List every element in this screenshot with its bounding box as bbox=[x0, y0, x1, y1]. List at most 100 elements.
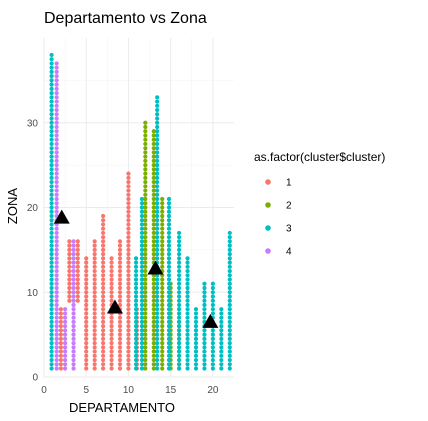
data-point bbox=[92, 328, 97, 333]
data-point bbox=[160, 328, 165, 333]
data-point bbox=[49, 273, 54, 278]
data-point bbox=[151, 171, 156, 176]
data-point bbox=[155, 175, 160, 180]
data-point bbox=[139, 319, 145, 325]
data-point bbox=[139, 328, 145, 333]
data-point bbox=[133, 357, 139, 363]
data-point bbox=[193, 311, 199, 316]
data-point bbox=[92, 264, 97, 269]
data-point bbox=[126, 290, 131, 295]
data-point bbox=[67, 260, 72, 265]
data-point bbox=[126, 273, 131, 278]
data-point bbox=[177, 328, 182, 333]
data-point bbox=[227, 324, 232, 329]
data-point bbox=[67, 290, 72, 295]
data-point bbox=[143, 332, 148, 337]
data-point bbox=[143, 192, 148, 197]
data-point bbox=[151, 353, 156, 358]
data-point bbox=[143, 362, 148, 367]
data-point bbox=[185, 353, 190, 358]
data-point bbox=[143, 285, 148, 291]
data-point bbox=[54, 163, 59, 168]
data-point bbox=[92, 243, 97, 248]
data-point bbox=[139, 218, 145, 223]
data-point bbox=[166, 332, 172, 337]
data-point bbox=[185, 362, 190, 367]
data-point bbox=[166, 336, 172, 341]
data-point bbox=[109, 260, 114, 265]
data-point bbox=[67, 273, 72, 278]
data-point bbox=[151, 256, 156, 261]
data-point bbox=[109, 319, 114, 325]
data-point bbox=[133, 332, 139, 337]
data-point bbox=[143, 239, 148, 244]
data-point bbox=[143, 209, 148, 214]
data-point bbox=[71, 341, 76, 346]
data-point bbox=[151, 277, 156, 282]
data-point bbox=[101, 311, 106, 316]
data-point bbox=[155, 345, 160, 350]
data-point bbox=[177, 366, 182, 371]
data-point bbox=[151, 281, 156, 286]
data-point bbox=[92, 256, 97, 261]
data-point bbox=[185, 298, 190, 303]
data-point bbox=[84, 256, 89, 261]
data-point bbox=[49, 112, 54, 117]
data-point bbox=[54, 65, 59, 70]
data-point bbox=[49, 319, 54, 325]
data-point bbox=[117, 285, 123, 291]
data-point bbox=[133, 273, 139, 278]
data-point bbox=[58, 353, 63, 358]
data-point bbox=[155, 179, 160, 185]
data-point bbox=[75, 247, 80, 252]
data-point bbox=[143, 146, 148, 151]
data-point bbox=[54, 366, 59, 371]
data-point bbox=[166, 319, 172, 325]
data-point bbox=[155, 112, 160, 117]
data-point bbox=[67, 239, 72, 244]
data-point bbox=[49, 256, 54, 261]
data-point bbox=[166, 268, 172, 274]
data-point bbox=[202, 311, 207, 316]
data-point bbox=[166, 273, 172, 278]
data-point bbox=[143, 243, 148, 248]
data-point bbox=[101, 247, 106, 252]
data-point bbox=[227, 252, 232, 257]
data-point bbox=[139, 230, 145, 236]
data-point bbox=[143, 188, 148, 193]
data-point bbox=[185, 256, 190, 261]
data-point bbox=[155, 366, 160, 371]
data-point bbox=[185, 290, 190, 295]
data-point bbox=[210, 302, 215, 308]
data-point bbox=[185, 311, 190, 316]
data-point bbox=[139, 302, 145, 308]
data-point bbox=[117, 298, 123, 303]
data-point bbox=[92, 294, 97, 299]
data-point bbox=[160, 362, 165, 367]
data-point bbox=[155, 298, 160, 303]
data-point bbox=[117, 290, 123, 295]
data-point bbox=[210, 281, 215, 286]
data-point bbox=[151, 222, 156, 227]
x-tick-label: 5 bbox=[83, 385, 89, 396]
data-point bbox=[101, 252, 106, 257]
data-point bbox=[92, 247, 97, 252]
data-point bbox=[101, 362, 106, 367]
data-point bbox=[227, 298, 232, 303]
data-point bbox=[193, 315, 199, 320]
data-point bbox=[155, 154, 160, 159]
data-point bbox=[185, 328, 190, 333]
data-point bbox=[71, 243, 76, 248]
data-point bbox=[92, 315, 97, 320]
data-point bbox=[155, 311, 160, 316]
data-point bbox=[126, 235, 131, 240]
data-point bbox=[75, 294, 80, 299]
data-point bbox=[63, 357, 68, 363]
data-point bbox=[49, 328, 54, 333]
data-point bbox=[166, 341, 172, 346]
data-point bbox=[151, 133, 156, 138]
data-point bbox=[151, 336, 156, 341]
data-point bbox=[177, 239, 182, 244]
data-point bbox=[139, 205, 145, 210]
data-point bbox=[155, 277, 160, 282]
